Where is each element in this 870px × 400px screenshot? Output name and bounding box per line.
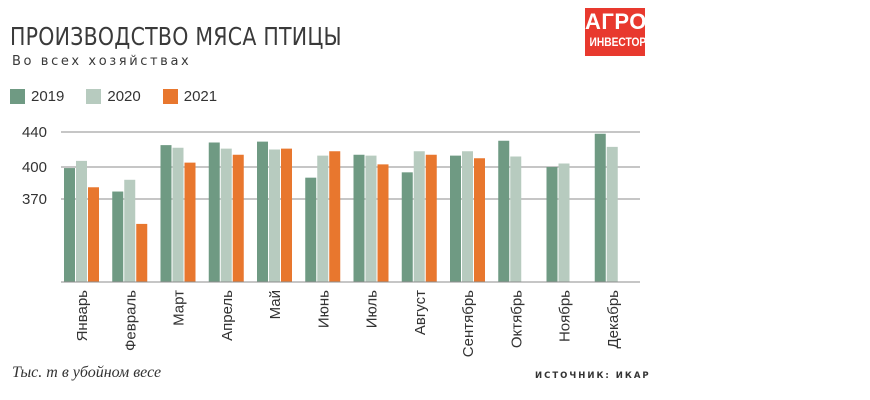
x-tick-label-9: Сентябрь xyxy=(460,290,477,357)
legend-swatch-2020 xyxy=(86,89,102,104)
bar-2021-6 xyxy=(329,151,341,282)
bar-2021-9 xyxy=(474,158,485,282)
bar-2019-4 xyxy=(208,142,220,282)
legend-item-2019: 2019 xyxy=(10,88,64,105)
x-tick-label-4: Апрель xyxy=(219,290,236,341)
bar-2019-5 xyxy=(257,141,268,282)
bar-2019-7 xyxy=(353,154,365,282)
bar-2019-3 xyxy=(160,145,172,282)
y-tick-label-370: 370 xyxy=(22,191,47,208)
x-tick-label-2: Февраль xyxy=(122,290,139,351)
legend-item-2020: 2020 xyxy=(86,88,141,105)
x-tick-label-6: Июнь xyxy=(315,290,332,328)
y-tick-label-440: 440 xyxy=(22,124,47,141)
bar-2019-6 xyxy=(305,177,317,282)
x-tick-label-8: Август xyxy=(412,290,429,335)
units-note: Тыс. т в убойном весе xyxy=(12,364,162,381)
legend-label-2020: 2020 xyxy=(107,88,141,105)
bar-2021-5 xyxy=(281,148,292,282)
x-tick-label-10: Октябрь xyxy=(508,290,525,348)
chart-legend: 2019 2020 2021 xyxy=(10,88,217,105)
bar-2020-12 xyxy=(606,146,618,282)
bar-2020-5 xyxy=(269,149,280,282)
bar-2020-8 xyxy=(413,151,425,282)
bar-2019-9 xyxy=(450,155,461,282)
bar-2020-3 xyxy=(172,147,184,282)
legend-item-2021: 2021 xyxy=(162,88,218,105)
logo-line-2: ИНВЕСТОР xyxy=(589,35,647,49)
agroinvestor-logo: АГРО ИНВЕСТОР xyxy=(585,8,647,56)
x-tick-label-11: Ноябрь xyxy=(557,290,574,342)
bar-2021-8 xyxy=(425,154,437,282)
bar-2021-1 xyxy=(88,187,99,282)
bar-2019-12 xyxy=(594,133,606,282)
bar-2021-3 xyxy=(184,162,196,282)
x-tick-label-1: Январь xyxy=(74,290,91,342)
bar-2020-2 xyxy=(124,179,136,282)
logo-line-1: АГРО xyxy=(585,9,647,34)
bar-2020-7 xyxy=(365,155,377,282)
x-tick-label-3: Март xyxy=(171,290,188,326)
bar-2019-8 xyxy=(401,172,413,282)
x-tick-label-5: Май xyxy=(267,290,284,319)
bar-2021-2 xyxy=(136,223,148,282)
bar-2021-4 xyxy=(232,154,244,282)
bar-2020-4 xyxy=(220,148,232,282)
bar-2019-1 xyxy=(64,168,75,282)
bar-2019-11 xyxy=(546,167,558,282)
bar-2020-9 xyxy=(462,151,473,282)
chart-subtitle: Во всех хозяйствах xyxy=(12,54,192,69)
legend-swatch-2019 xyxy=(10,89,25,104)
y-tick-label-400: 400 xyxy=(22,159,47,176)
bar-2021-7 xyxy=(377,164,389,282)
source-note: ИСТОЧНИК: ИКАР xyxy=(535,371,651,381)
bar-2020-11 xyxy=(558,163,570,282)
chart-title: ПРОИЗВОДСТВО МЯСА ПТИЦЫ xyxy=(10,22,342,51)
bar-2019-2 xyxy=(112,191,124,282)
legend-label-2019: 2019 xyxy=(31,88,65,105)
x-tick-label-12: Декабрь xyxy=(605,290,622,349)
legend-swatch-2021 xyxy=(162,89,178,104)
x-tick-label-7: Июль xyxy=(364,290,381,328)
bar-2020-6 xyxy=(317,155,329,282)
bar-2019-10 xyxy=(498,140,510,282)
legend-label-2021: 2021 xyxy=(183,88,218,105)
bar-2020-10 xyxy=(510,156,522,282)
bar-2020-1 xyxy=(76,160,87,282)
